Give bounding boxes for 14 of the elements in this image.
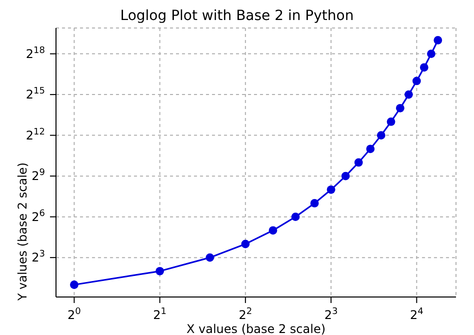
y-axis-title: Y values (base 2 scale) — [15, 162, 30, 302]
y-tick-label: 2$^{9}$ — [32, 168, 46, 184]
y-tick-label: 2$^{6}$ — [32, 208, 46, 224]
x-tick-label: 2$^{4}$ — [410, 307, 424, 322]
x-tick-label: 2$^{3}$ — [324, 307, 338, 322]
y-tick-label: 2$^{18}$ — [26, 46, 46, 61]
x-tick-label: 2$^{0}$ — [68, 307, 82, 322]
y-tick-label: 2$^{15}$ — [26, 86, 45, 102]
y-tick-label: 2$^{3}$ — [32, 250, 45, 265]
chart-title: Loglog Plot with Base 2 in Python — [119, 8, 355, 24]
x-tick-label: 2$^{1}$ — [153, 307, 167, 322]
x-tick-label: 2$^{2}$ — [238, 307, 252, 322]
y-tick-label: 2$^{12}$ — [26, 127, 45, 142]
x-axis-title: X values (base 2 scale) — [186, 322, 326, 335]
